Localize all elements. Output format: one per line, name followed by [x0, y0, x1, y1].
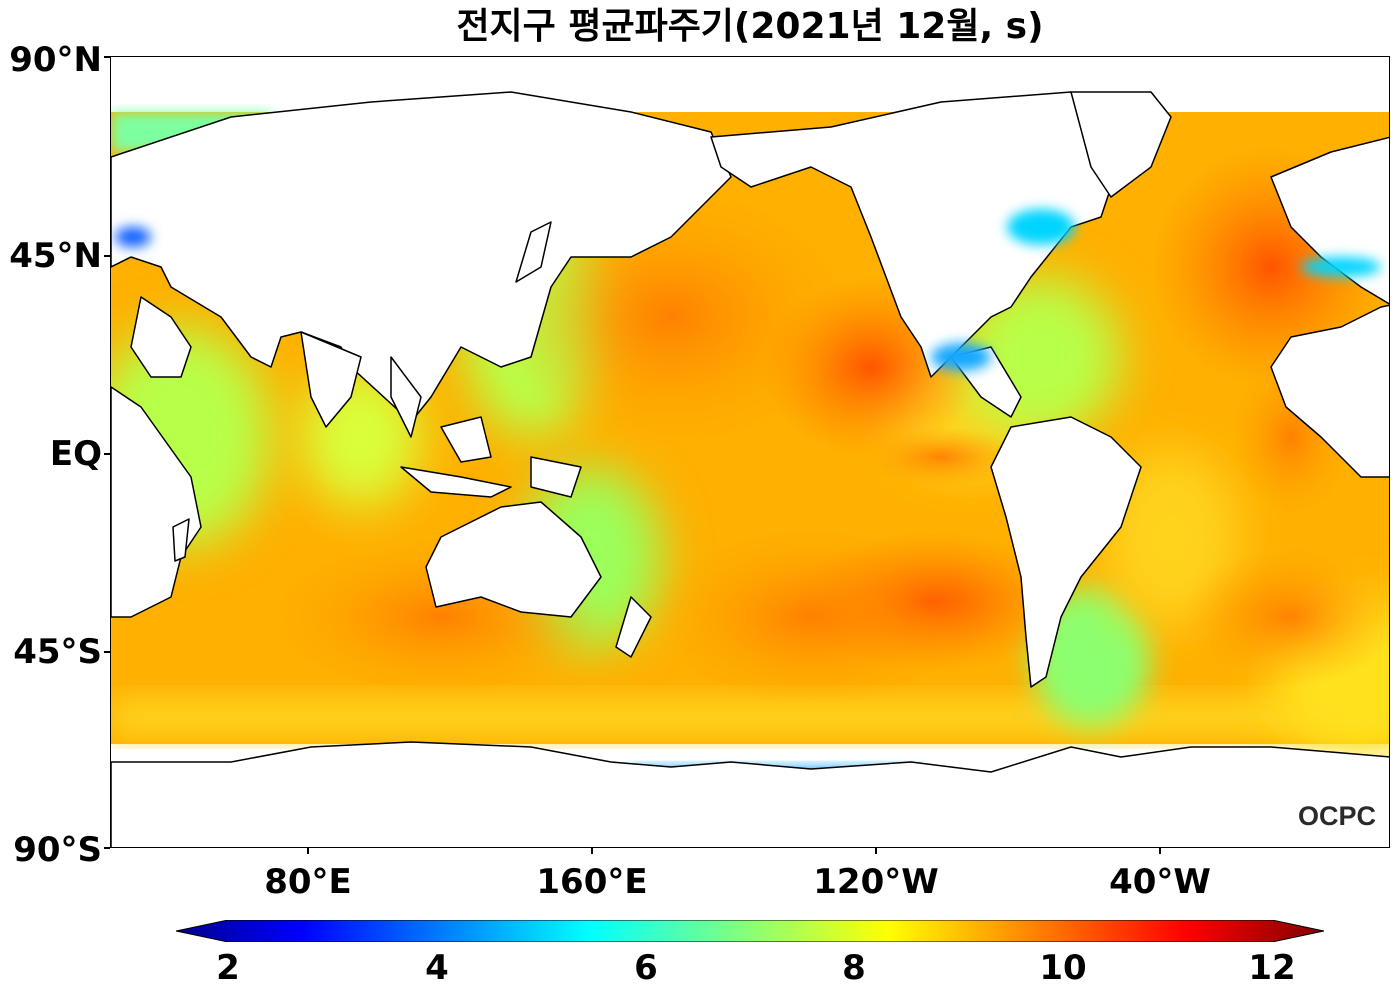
- west-africa-land: [1270, 304, 1389, 478]
- lon-tick: [307, 848, 309, 854]
- lat-label-90n: 90°N: [9, 40, 102, 80]
- lat-tick: [104, 651, 110, 653]
- ocean-field: [111, 112, 1389, 799]
- south-america-land: [990, 416, 1142, 688]
- lat-label-eq: EQ: [49, 434, 102, 474]
- indochina: [390, 356, 422, 438]
- lat-tick: [104, 255, 110, 257]
- lat-tick: [104, 453, 110, 455]
- marginal-seas: [115, 209, 1381, 371]
- lat-tick: [104, 56, 110, 58]
- map-frame[interactable]: OCPC: [110, 56, 1390, 848]
- arabian-peninsula: [130, 296, 192, 378]
- colorbar-tick-2: 2: [216, 948, 240, 988]
- lon-tick: [1159, 848, 1161, 854]
- southern-band: [111, 697, 1389, 737]
- java-sumatra: [400, 466, 512, 498]
- lon-label-80e: 80°E: [264, 862, 352, 902]
- caspian-sea: [115, 227, 151, 247]
- lon-label-40w: 40°W: [1109, 862, 1211, 902]
- colorbar: [176, 920, 1324, 942]
- colorbar-tick-10: 10: [1039, 948, 1087, 988]
- gulf-of-mexico: [931, 343, 991, 371]
- hudson-bay: [1007, 209, 1075, 245]
- australia: [425, 501, 602, 618]
- colorbar-gradient: [176, 920, 1324, 942]
- antarctica-land: [111, 741, 1389, 847]
- land: [111, 91, 1389, 847]
- ocpc-logo: OCPC: [1298, 801, 1376, 831]
- new-zealand: [615, 596, 652, 658]
- lon-tick: [591, 848, 593, 854]
- lon-tick: [875, 848, 877, 854]
- lat-label-90s: 90°S: [13, 830, 102, 870]
- lat-label-45s: 45°S: [13, 632, 102, 672]
- colorbar-tick-4: 4: [425, 948, 449, 988]
- greenland: [1070, 91, 1172, 198]
- wave-period-map[interactable]: OCPC: [111, 57, 1390, 848]
- new-guinea: [530, 456, 582, 498]
- colorbar-tick-8: 8: [842, 948, 866, 988]
- borneo: [440, 416, 492, 463]
- map-title: 전지구 평균파주기(2021년 12월, s): [456, 6, 1044, 47]
- madagascar: [172, 518, 190, 562]
- lon-label-160e: 160°E: [536, 862, 648, 902]
- lat-label-45n: 45°N: [9, 236, 102, 276]
- lon-label-120w: 120°W: [813, 862, 939, 902]
- lat-tick: [104, 847, 110, 849]
- india: [300, 331, 362, 428]
- mediterranean-sea: [1301, 257, 1381, 277]
- colorbar-tick-6: 6: [634, 948, 658, 988]
- colorbar-tick-12: 12: [1248, 948, 1296, 988]
- japan: [515, 221, 552, 283]
- eurasia-land: [111, 91, 732, 423]
- equatorial-pacific-swell: [861, 427, 1021, 487]
